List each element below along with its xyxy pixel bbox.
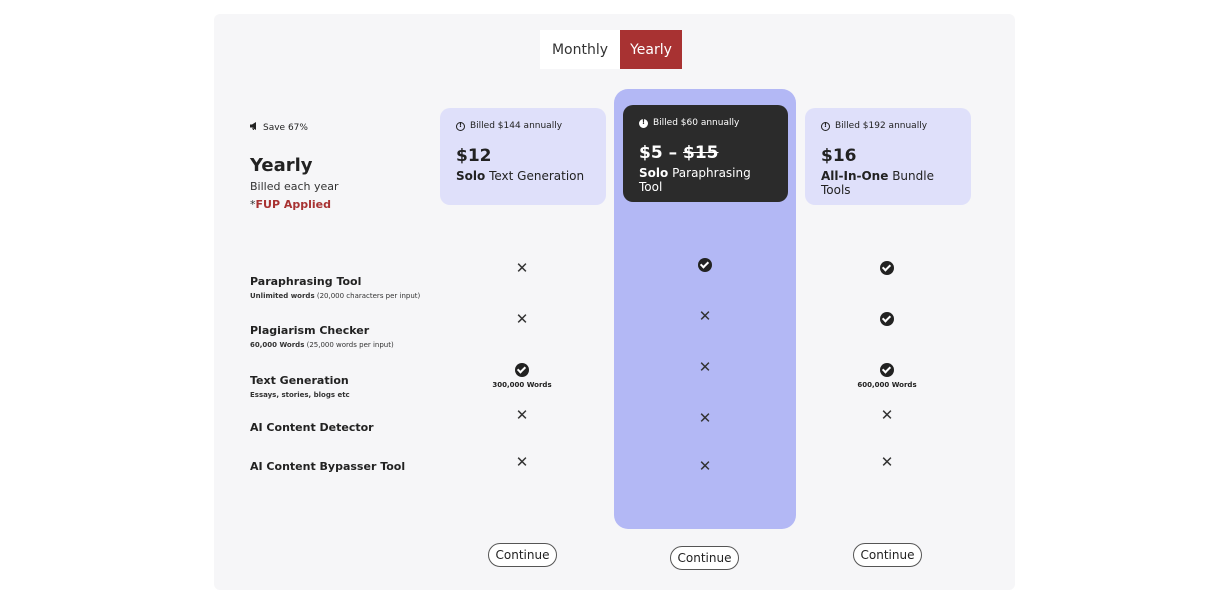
check-circle-icon [698,258,712,272]
plan-tier: Solo [456,169,486,183]
cross-icon: ✕ [880,405,894,424]
plan-name: Text Generation [489,169,585,183]
continue-button-text-generation[interactable]: Continue [488,543,557,567]
feature-ai-content-bypasser: AI Content Bypasser Tool [250,460,406,473]
check-circle-icon [880,363,894,377]
plan-card-text-generation[interactable]: Billed $144 annually $12 Solo Text Gener… [440,108,606,205]
cross-icon: ✕ [515,452,529,471]
feature-paraphrasing-tool: Paraphrasing Tool Unlimited words (20,00… [250,275,421,300]
yearly-tab[interactable]: Yearly [620,30,682,69]
plan-card-paraphrasing-tool[interactable]: Billed $60 annually $5 – $15 Solo Paraph… [623,105,788,202]
monthly-tab[interactable]: Monthly [540,30,620,69]
plan-price: $16 [821,146,857,166]
fup-notice: *FUP Applied [250,198,331,211]
billing-toggle: Monthly Yearly [540,30,682,69]
cross-icon: ✕ [698,456,712,475]
check-circle-icon [515,363,529,377]
billed-amount: Billed $192 annually [835,121,928,131]
billed-amount: Billed $144 annually [470,121,563,131]
check-circle-icon [880,312,894,326]
info-icon [456,121,465,131]
plan-name: Paraphrasing Tool [639,166,751,194]
info-icon [639,118,648,128]
megaphone-icon [250,122,259,133]
word-limit: 600,000 Words [857,381,917,389]
billed-amount: Billed $60 annually [653,118,740,128]
cross-icon: ✕ [515,405,529,424]
plan-name: Bundle Tools [821,169,934,197]
save-label: Save 67% [263,122,308,133]
cross-icon: ✕ [515,258,529,277]
continue-button-bundle-tools[interactable]: Continue [853,543,922,567]
cross-icon: ✕ [698,408,712,427]
plan-tier: All-In-One [821,169,889,183]
plan-card-bundle-tools[interactable]: Billed $192 annually $16 All-In-One Bund… [805,108,971,205]
check-circle-icon [880,261,894,275]
feature-plagiarism-checker: Plagiarism Checker 60,000 Words (25,000 … [250,324,394,349]
info-icon [821,121,830,131]
plan-period-title: Yearly [250,155,313,176]
old-price: $15 [683,143,719,163]
plan-period-subtitle: Billed each year [250,180,339,193]
plan-price: $12 [456,146,492,166]
word-limit: 300,000 Words [492,381,552,389]
cross-icon: ✕ [880,452,894,471]
savings-info: Save 67% [250,122,308,133]
pricing-card: Monthly Yearly Save 67% Yearly Billed ea… [214,14,1015,590]
plan-price: $5 – $15 [639,143,719,163]
cross-icon: ✕ [515,309,529,328]
continue-button-paraphrasing-tool[interactable]: Continue [670,546,739,570]
cross-icon: ✕ [698,357,712,376]
plan-tier: Solo [639,166,669,180]
cross-icon: ✕ [698,306,712,325]
feature-ai-content-detector: AI Content Detector [250,421,374,434]
feature-text-generation: Text Generation Essays, stories, blogs e… [250,374,350,399]
